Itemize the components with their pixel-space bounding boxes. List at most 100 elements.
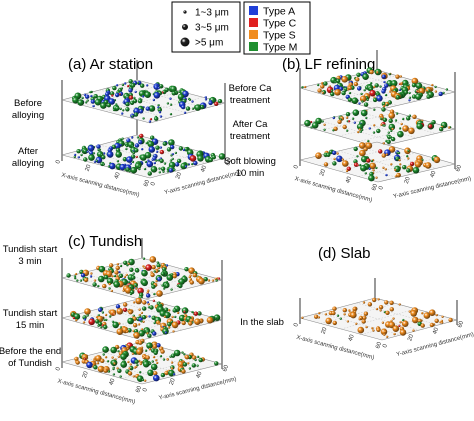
inclusion-marker (92, 282, 97, 287)
inclusion-marker (378, 305, 384, 310)
inclusion-marker (152, 299, 156, 302)
inclusion-marker (372, 97, 378, 103)
inclusion-marker (157, 266, 160, 270)
inclusion-marker (153, 292, 156, 296)
inclusion-marker (89, 275, 93, 278)
inclusion-marker (142, 320, 145, 323)
inclusion-marker (331, 310, 336, 316)
inclusion-marker (81, 96, 84, 100)
inclusion-marker (122, 307, 128, 312)
inclusion-marker (131, 275, 136, 280)
inclusion-marker (346, 88, 350, 91)
inclusion-marker (90, 99, 96, 104)
inclusion-marker (316, 155, 319, 158)
inclusion-marker (145, 106, 150, 111)
inclusion-marker (86, 150, 89, 153)
inclusion-marker (86, 99, 89, 102)
inclusion-marker (383, 333, 386, 336)
inclusion-marker (188, 367, 192, 370)
inclusion-marker (434, 85, 437, 89)
panel-c: (c) Tundish Tundish start 3 min Tundish sta… (0, 233, 237, 406)
inclusion-marker (89, 150, 94, 156)
inclusion-marker (346, 320, 350, 323)
inclusion-marker (76, 149, 81, 154)
inclusion-marker (360, 92, 363, 96)
inclusion-marker (114, 270, 119, 275)
type-legend-swatch (249, 6, 258, 15)
y-tick-label: 20 (407, 333, 415, 342)
inclusion-marker (139, 133, 144, 139)
inclusion-marker (134, 148, 139, 153)
inclusion-marker (406, 155, 409, 158)
inclusion-marker (115, 84, 119, 87)
grid-line (127, 97, 204, 118)
inclusion-marker (116, 367, 119, 370)
inclusion-marker (188, 267, 195, 275)
inclusion-marker (110, 346, 117, 354)
inclusion-marker (138, 165, 141, 168)
inclusion-marker (90, 94, 93, 98)
inclusion-marker (106, 277, 114, 285)
inclusion-marker (168, 309, 171, 312)
inclusion-marker (389, 90, 392, 93)
inclusion-marker (112, 367, 115, 371)
panel-b: (b) LF refining Before Ca treatment After C… (224, 50, 472, 204)
inclusion-marker (164, 283, 170, 288)
inclusion-marker (129, 292, 133, 296)
inclusion-marker (184, 165, 188, 168)
inclusion-marker (104, 313, 108, 317)
inclusion-marker (434, 90, 438, 93)
inclusion-marker (171, 91, 176, 96)
y-tick-label: 60 (457, 320, 465, 329)
inclusion-marker (184, 267, 189, 272)
inclusion-marker (332, 129, 335, 132)
x-tick-label: 0 (55, 366, 62, 372)
x-tick-label: 60 (375, 341, 383, 350)
inclusion-marker (365, 325, 368, 329)
inclusion-marker (382, 105, 386, 108)
inclusion-marker (406, 168, 411, 173)
inclusion-marker (145, 355, 150, 360)
inclusion-marker (138, 140, 143, 145)
inclusion-marker (106, 103, 112, 108)
inclusion-marker (408, 99, 411, 102)
inclusion-marker (398, 324, 401, 328)
inclusion-marker (384, 83, 389, 88)
inclusion-marker (178, 283, 183, 289)
inclusion-marker (418, 87, 426, 95)
inclusion-marker (131, 145, 134, 148)
inclusion-marker (166, 170, 170, 173)
inclusion-marker (185, 106, 191, 111)
inclusion-marker (386, 139, 391, 144)
layer-label: Soft blowing 10 min (224, 156, 276, 179)
inclusion-marker (128, 170, 131, 173)
inclusion-marker (356, 155, 359, 158)
inclusion-marker (381, 107, 386, 112)
inclusion-marker (368, 127, 371, 130)
inclusion-marker (142, 300, 147, 305)
inclusion-marker (112, 108, 116, 112)
inclusion-marker (151, 158, 154, 161)
inclusion-marker (109, 91, 115, 96)
x-axis-title: X-axis scanning distance(mm) (294, 176, 373, 204)
inclusion-marker (373, 85, 376, 89)
grid-line (338, 117, 417, 137)
inclusion-marker (142, 306, 147, 311)
inclusion-marker (156, 150, 159, 153)
inclusion-marker (357, 86, 362, 91)
inclusion-marker (142, 95, 145, 98)
inclusion-marker (169, 103, 173, 106)
inclusion-marker (321, 91, 324, 95)
inclusion-marker (142, 360, 150, 368)
inclusion-marker (153, 270, 156, 273)
inclusion-marker (332, 150, 337, 155)
grid-line (358, 123, 436, 142)
inclusion-marker (121, 137, 124, 140)
inclusion-marker (144, 379, 147, 382)
inclusion-marker (191, 162, 194, 166)
inclusion-marker (215, 279, 218, 282)
inclusion-marker (111, 356, 114, 359)
inclusion-marker (82, 321, 86, 324)
inclusion-marker (97, 365, 105, 373)
